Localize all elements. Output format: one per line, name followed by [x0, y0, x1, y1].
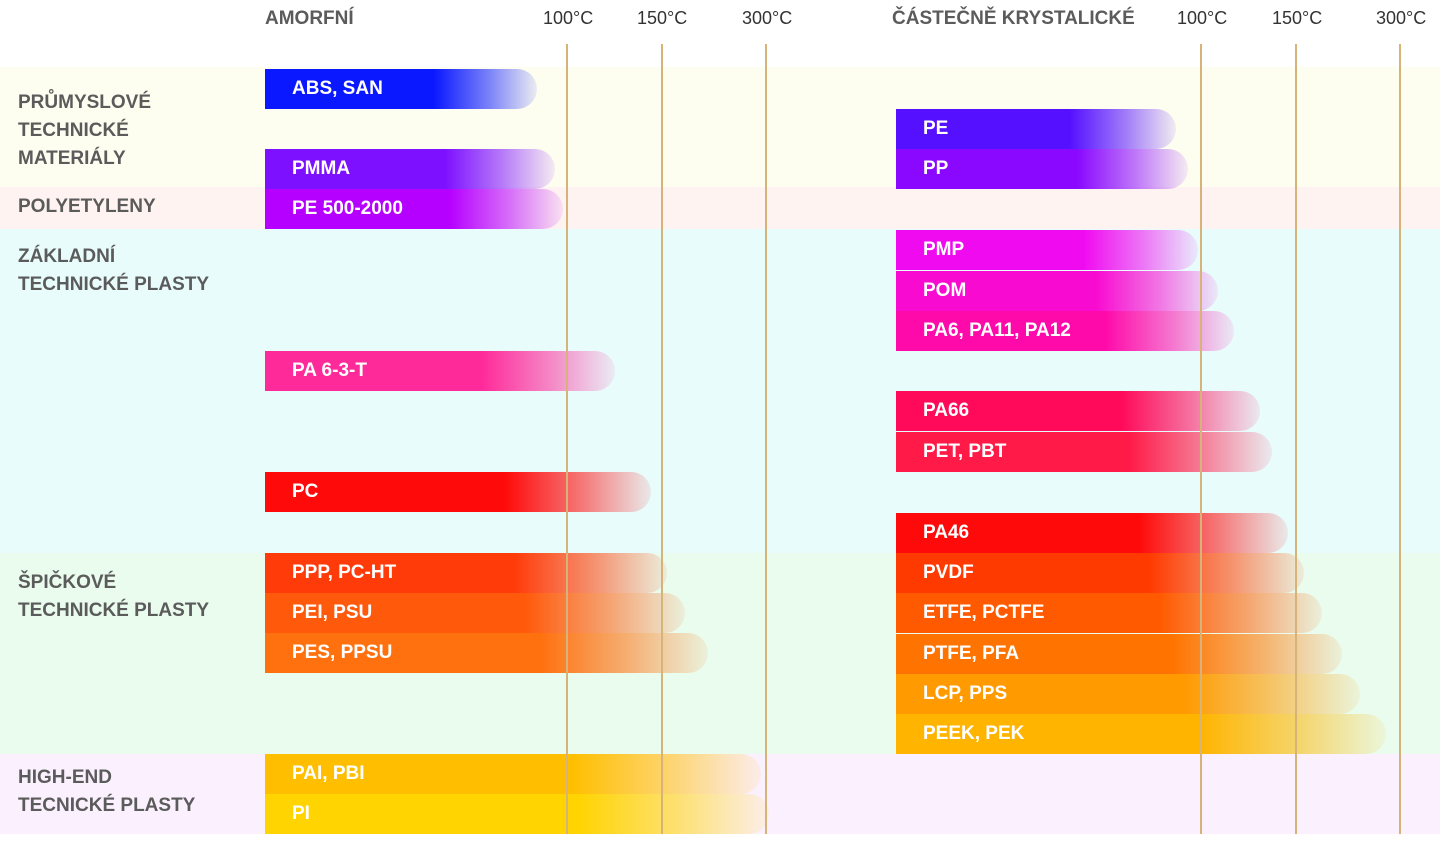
bar-abs-san: ABS, SAN: [265, 69, 537, 109]
bar-pa46: PA46: [896, 513, 1288, 553]
bar-pe-500-2000: PE 500-2000: [265, 189, 563, 229]
band-label-basic: ZÁKLADNÍ TECHNICKÉ PLASTY: [18, 246, 210, 295]
band-label-industrial: PRŮMYSLOVÉ TECHNICKÉ MATERIÁLY: [18, 92, 152, 169]
tick-label-amorphous-150: 150°C: [637, 8, 688, 28]
band-polyethylenes: POLYETYLENY: [0, 187, 1440, 229]
header-amorphous: AMORFNÍ: [265, 8, 354, 29]
band-industrial: PRŮMYSLOVÉ TECHNICKÉ MATERIÁLY: [0, 67, 1440, 187]
bar-pa6-pa11-pa12: PA6, PA11, PA12: [896, 311, 1234, 351]
tick-label-semicrystalline-150: 150°C: [1272, 8, 1323, 28]
tick-label-amorphous-300: 300°C: [742, 8, 793, 28]
gridline-semicrystalline-300: [1399, 44, 1401, 834]
bar-pet-pbt: PET, PBT: [896, 432, 1272, 472]
tick-label-semicrystalline-100: 100°C: [1177, 8, 1228, 28]
bar-pi: PI: [265, 794, 769, 834]
gridline-semicrystalline-100: [1200, 44, 1202, 834]
bar-pp: PP: [896, 149, 1188, 189]
gridline-amorphous-300: [765, 44, 767, 834]
bar-pai-pbi: PAI, PBI: [265, 754, 761, 794]
bar-pc: PC: [265, 472, 651, 512]
bar-peek-pek: PEEK, PEK: [896, 714, 1386, 754]
bar-pvdf: PVDF: [896, 553, 1304, 593]
band-label-advanced: ŠPIČKOVÉ TECHNICKÉ PLASTY: [18, 572, 210, 621]
bar-etfe-pctfe: ETFE, PCTFE: [896, 593, 1322, 633]
tick-label-semicrystalline-300: 300°C: [1376, 8, 1427, 28]
bar-ptfe-pfa: PTFE, PFA: [896, 634, 1342, 674]
bar-pe: PE: [896, 109, 1176, 149]
bar-pei-psu: PEI, PSU: [265, 593, 685, 633]
gridline-semicrystalline-150: [1295, 44, 1297, 834]
header-semicrystalline: ČÁSTEČNĚ KRYSTALICKÉ: [892, 8, 1135, 29]
gridline-amorphous-150: [661, 44, 663, 834]
band-label-polyethylenes: POLYETYLENY: [18, 196, 156, 217]
bar-pes-ppsu: PES, PPSU: [265, 633, 708, 673]
bar-pom: POM: [896, 271, 1218, 311]
bar-lcp-pps: LCP, PPS: [896, 674, 1360, 714]
bar-pmp: PMP: [896, 230, 1198, 270]
bar-pmma: PMMA: [265, 149, 555, 189]
bar-ppp-pc-ht: PPP, PC-HT: [265, 553, 667, 593]
tick-label-amorphous-100: 100°C: [543, 8, 594, 28]
band-label-high-end: HIGH-END TECNICKÉ PLASTY: [18, 767, 196, 816]
bar-pa66: PA66: [896, 391, 1260, 431]
gridline-amorphous-100: [566, 44, 568, 834]
bar-pa-6-3-t: PA 6-3-T: [265, 351, 615, 391]
